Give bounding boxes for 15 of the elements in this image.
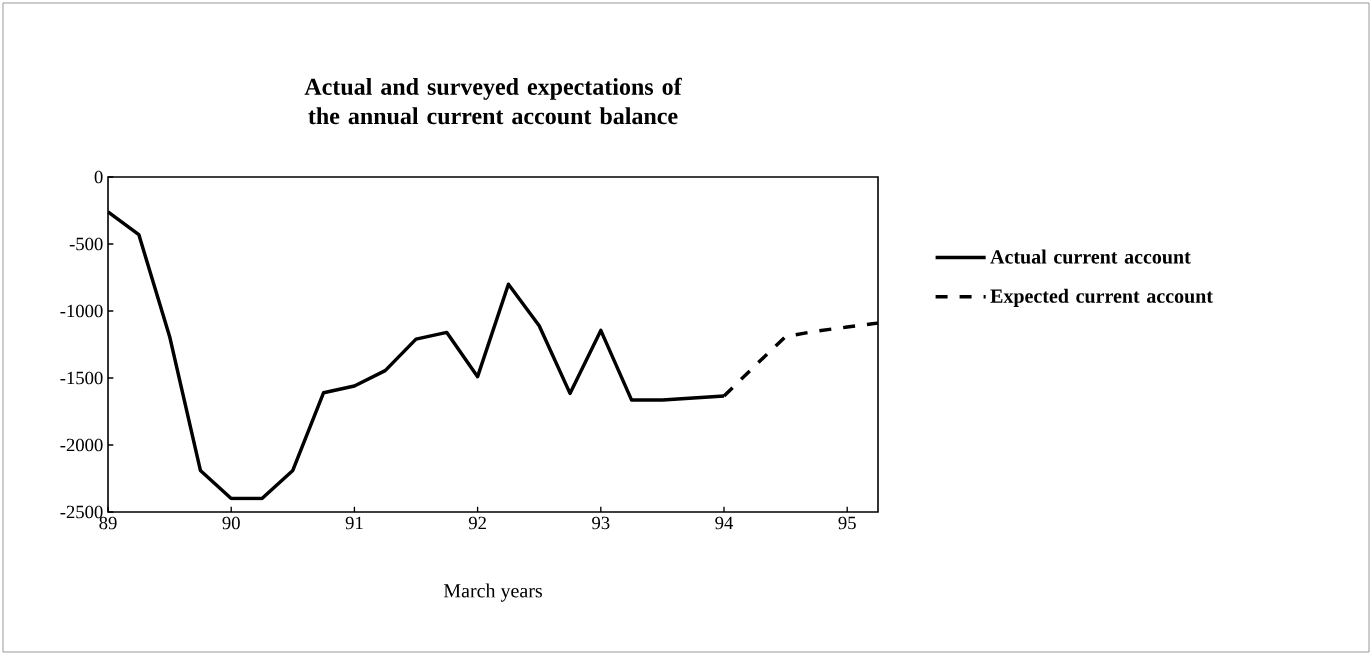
x-tick-label: 92: [468, 516, 486, 530]
y-tick-label: -1000: [60, 304, 103, 318]
x-axis-title: March years: [443, 583, 542, 602]
y-tick-label: -1500: [60, 371, 103, 385]
y-tick-label: -500: [69, 237, 103, 251]
x-tick-label: 93: [592, 516, 610, 530]
legend-label: Expected current account: [990, 288, 1213, 307]
chart-title: Actual and surveyed expectations of the annual current account balance: [304, 77, 682, 125]
y-tick-label: 0: [94, 170, 103, 184]
x-tick-label: 95: [838, 516, 856, 530]
legend-label: Actual current account: [990, 249, 1191, 264]
y-tick-label: -2000: [60, 438, 103, 452]
x-tick-label: 94: [715, 516, 734, 530]
x-tick-label: 90: [222, 516, 240, 530]
x-tick-label: 91: [345, 516, 363, 530]
